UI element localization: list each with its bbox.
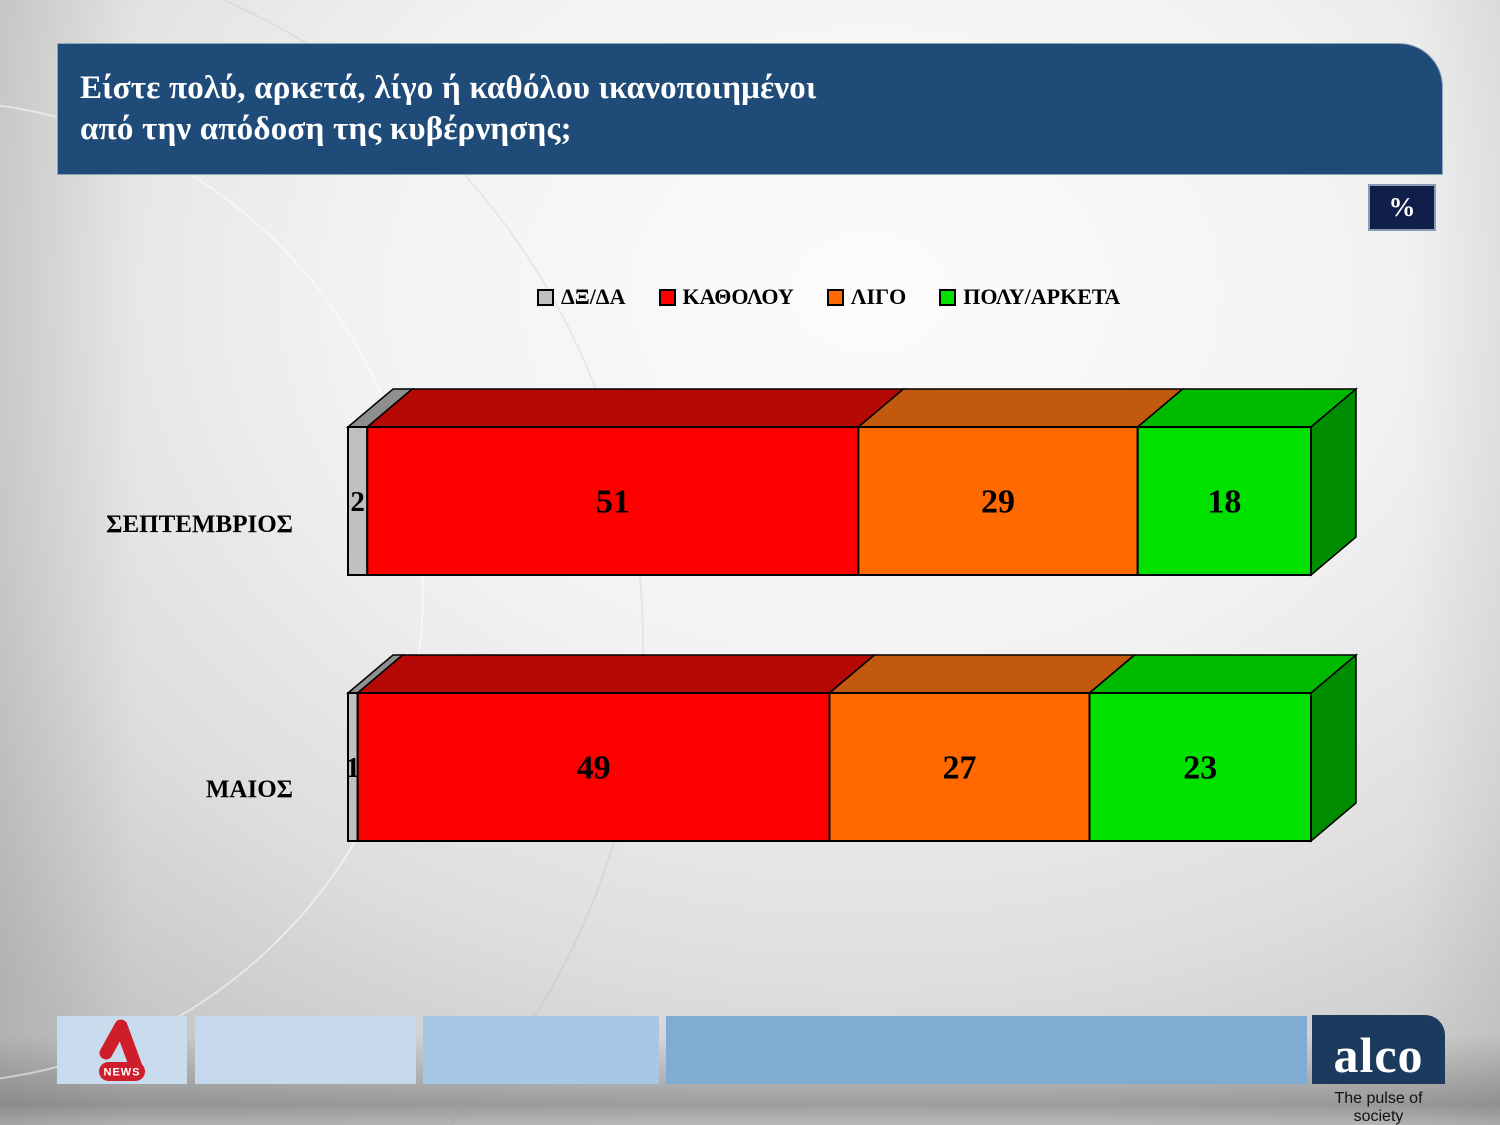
legend-label: ΠΟΛΥ/ΑΡΚΕΤΑ: [963, 284, 1121, 309]
svg-text:1: 1: [346, 752, 361, 784]
footer-box-4: [666, 1016, 1307, 1084]
legend-label: ΔΞ/ΔΑ: [561, 284, 626, 309]
news-badge-label: NEWS: [104, 1067, 141, 1079]
question-banner: Είστε πολύ, αρκετά, λίγο ή καθόλου ικανο…: [57, 43, 1443, 175]
legend-swatch-green: [939, 288, 957, 306]
legend-item-poly-arketa: ΠΟΛΥ/ΑΡΚΕΤΑ: [939, 284, 1120, 310]
legend-item-katholou: ΚΑΘΟΛΟΥ: [658, 284, 794, 310]
legend-swatch-gray: [537, 288, 554, 306]
legend-label: ΚΑΘΟΛΟΥ: [682, 284, 794, 309]
question-title: Είστε πολύ, αρκετά, λίγο ή καθόλου ικανο…: [80, 68, 816, 150]
news-badge: [99, 1062, 145, 1081]
footer-box-alpha-news: NEWS: [57, 1016, 187, 1084]
category-label-september: ΣΕΠΤΕΜΒΡΙΟΣ: [106, 511, 293, 538]
svg-text:51: 51: [596, 484, 630, 521]
category-label-may: ΜΑΙΟΣ: [205, 776, 293, 803]
legend-swatch-orange: [826, 288, 844, 306]
legend-label: ΛΙΓΟ: [850, 284, 907, 309]
chart-legend: ΔΞ/ΔΑ ΚΑΘΟΛΟΥ ΛΙΓΟ ΠΟΛΥ/ΑΡΚΕΤΑ: [537, 284, 1120, 310]
svg-text:27: 27: [943, 750, 977, 787]
footer-box-3: [423, 1016, 659, 1084]
svg-text:2: 2: [350, 486, 365, 518]
alco-logo: alco: [1312, 1015, 1445, 1084]
footer-box-2: [195, 1016, 416, 1084]
svg-text:23: 23: [1183, 750, 1217, 787]
question-title-line1: Είστε πολύ, αρκετά, λίγο ή καθόλου ικανο…: [80, 70, 817, 106]
question-title-line2: από την απόδοση της κυβέρνησης;: [80, 111, 572, 147]
legend-item-dxda: ΔΞ/ΔΑ: [537, 284, 626, 310]
legend-swatch-red: [658, 288, 676, 306]
svg-text:18: 18: [1207, 484, 1241, 521]
percent-badge: %: [1368, 184, 1436, 231]
alpha-news-logo: NEWS: [99, 1019, 145, 1081]
alco-tagline: The pulse of society: [1334, 1090, 1423, 1125]
legend-item-ligo: ΛΙΓΟ: [826, 284, 907, 310]
svg-text:29: 29: [981, 484, 1015, 521]
svg-text:49: 49: [577, 750, 611, 787]
